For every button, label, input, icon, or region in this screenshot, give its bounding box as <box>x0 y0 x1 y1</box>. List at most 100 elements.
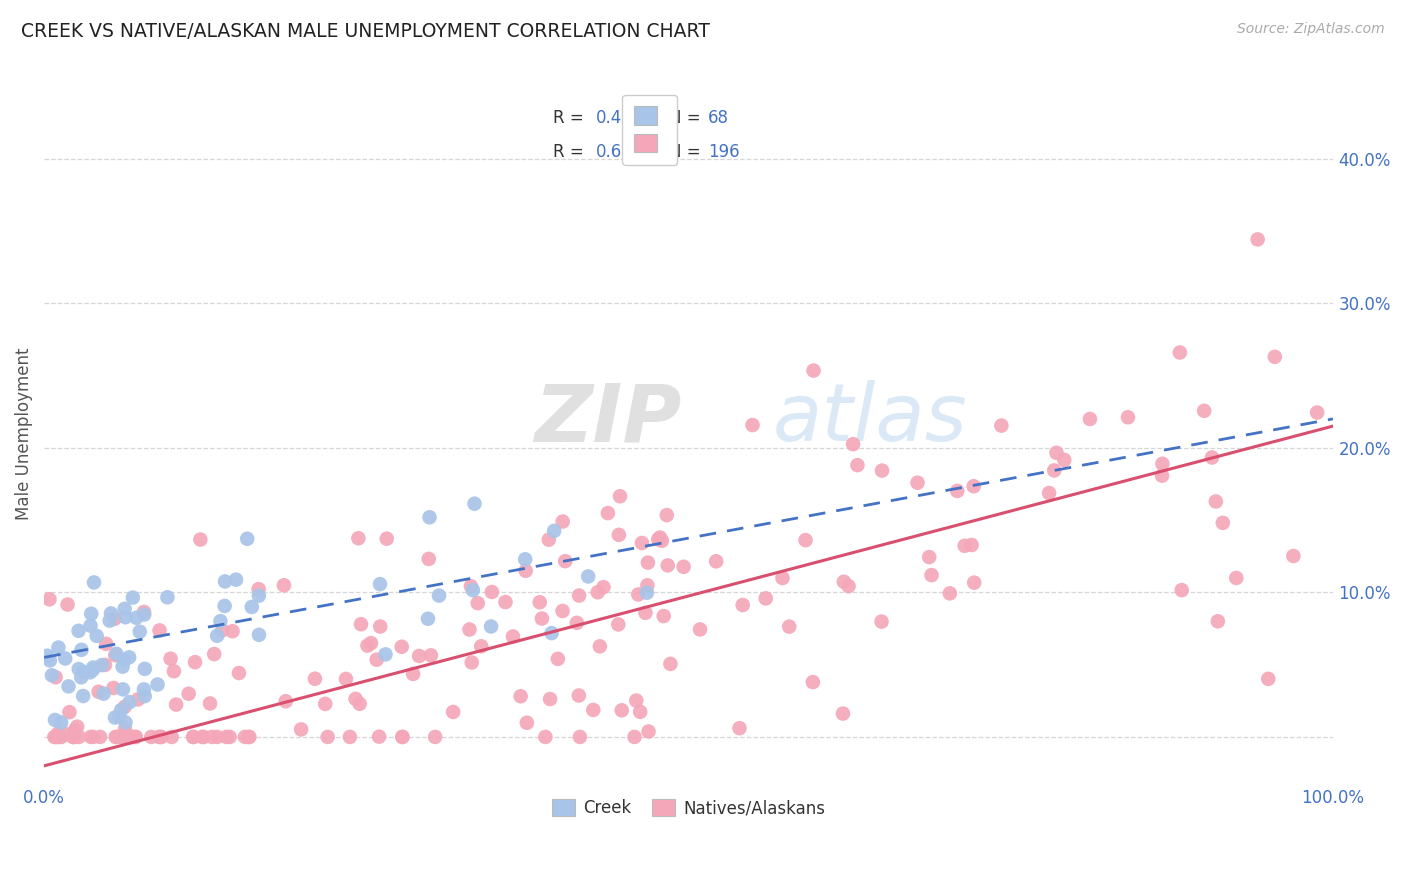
Point <box>193 730 215 744</box>
Point <box>918 550 941 565</box>
Point <box>63 730 86 744</box>
Point <box>96 637 118 651</box>
Point <box>38 592 60 607</box>
Point <box>146 677 169 691</box>
Point <box>408 648 430 663</box>
Point <box>515 564 537 578</box>
Point <box>375 532 398 546</box>
Point <box>100 607 122 621</box>
Point <box>114 602 136 616</box>
Point <box>360 636 382 650</box>
Point <box>118 695 141 709</box>
Point <box>515 552 537 566</box>
Point <box>607 617 630 632</box>
Point <box>80 730 103 744</box>
Point <box>90 658 112 673</box>
Point <box>62 730 84 744</box>
Point <box>648 531 671 545</box>
Point <box>163 664 186 678</box>
Point <box>93 687 115 701</box>
Point <box>551 604 574 618</box>
Point <box>79 618 101 632</box>
Point <box>418 552 440 566</box>
Point <box>651 533 673 548</box>
Point <box>45 730 67 744</box>
Point <box>960 538 983 552</box>
Point <box>832 706 855 721</box>
Point <box>177 687 200 701</box>
Point <box>538 692 561 706</box>
Point <box>83 575 105 590</box>
Point <box>419 648 441 663</box>
Point <box>460 656 482 670</box>
Point <box>481 585 503 599</box>
Point <box>870 615 893 629</box>
Legend: Creek, Natives/Alaskans: Creek, Natives/Alaskans <box>546 792 832 824</box>
Point <box>356 639 378 653</box>
Point <box>114 715 136 730</box>
Point <box>87 685 110 699</box>
Point <box>607 528 630 542</box>
Text: 196: 196 <box>707 143 740 161</box>
Point <box>1053 453 1076 467</box>
Point <box>228 666 250 681</box>
Point <box>148 730 170 744</box>
Point <box>104 710 127 724</box>
Point <box>82 660 104 674</box>
Point <box>963 479 986 493</box>
Point <box>41 668 63 682</box>
Point <box>368 577 391 591</box>
Point <box>626 693 648 707</box>
Point <box>502 630 524 644</box>
Point <box>568 730 591 744</box>
Point <box>368 619 391 633</box>
Point <box>304 672 326 686</box>
Point <box>150 730 173 744</box>
Point <box>98 614 121 628</box>
Text: CREEK VS NATIVE/ALASKAN MALE UNEMPLOYMENT CORRELATION CHART: CREEK VS NATIVE/ALASKAN MALE UNEMPLOYMEN… <box>21 22 710 41</box>
Point <box>67 624 90 638</box>
Point <box>529 595 551 609</box>
Point <box>596 506 619 520</box>
Point <box>832 574 855 589</box>
Point <box>391 640 413 654</box>
Point <box>772 571 794 585</box>
Point <box>946 483 969 498</box>
Point <box>657 558 679 573</box>
Point <box>236 532 259 546</box>
Point <box>838 579 860 593</box>
Point <box>209 614 232 628</box>
Point <box>58 679 80 693</box>
Point <box>82 663 104 677</box>
Point <box>637 724 659 739</box>
Point <box>124 730 146 744</box>
Point <box>191 730 214 744</box>
Point <box>290 723 312 737</box>
Point <box>183 730 205 744</box>
Point <box>1038 486 1060 500</box>
Point <box>201 730 224 744</box>
Point <box>350 617 373 632</box>
Point <box>672 559 695 574</box>
Point <box>184 655 207 669</box>
Point <box>160 730 183 744</box>
Point <box>111 659 134 673</box>
Point <box>121 730 143 744</box>
Point <box>1168 345 1191 359</box>
Point <box>156 591 179 605</box>
Point <box>609 489 631 503</box>
Point <box>205 629 228 643</box>
Point <box>659 657 682 671</box>
Point <box>37 648 59 663</box>
Point <box>70 670 93 684</box>
Point <box>1043 463 1066 477</box>
Point <box>238 730 260 744</box>
Point <box>963 575 986 590</box>
Point <box>794 533 817 548</box>
Point <box>165 698 187 712</box>
Text: Source: ZipAtlas.com: Source: ZipAtlas.com <box>1237 22 1385 37</box>
Point <box>82 730 104 744</box>
Point <box>463 497 485 511</box>
Point <box>1150 468 1173 483</box>
Point <box>344 692 367 706</box>
